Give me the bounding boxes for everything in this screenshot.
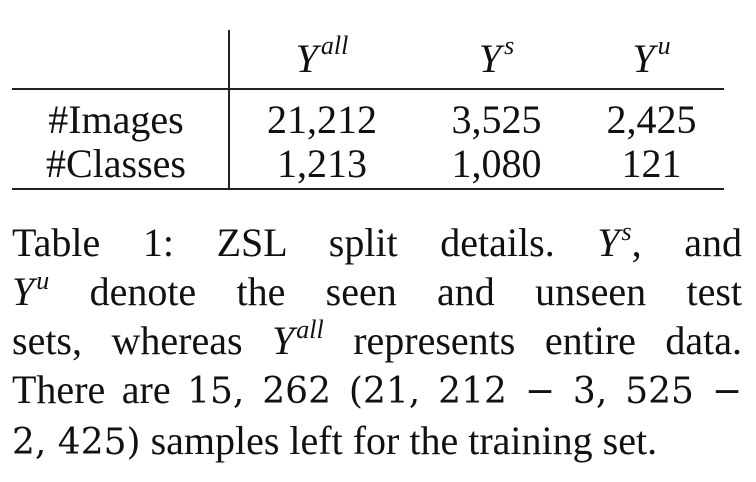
caption-text-1: denote the seen and unseen test — [89, 269, 743, 314]
caption-text-3: represents entire data. — [353, 318, 742, 363]
caption-title: ZSL split details. — [216, 220, 555, 265]
cell-classes-unseen: 121 — [579, 140, 724, 190]
cell-classes-all: 1,213 — [228, 140, 414, 190]
caption-y-s-sup: s — [621, 217, 632, 246]
header-y-u-base: Y — [632, 36, 655, 81]
table-caption: Table 1: ZSL split details. Ys, and Yu d… — [12, 218, 742, 467]
caption-text-5: samples left for the training set. — [150, 418, 658, 463]
header-y-all-base: Y — [295, 36, 318, 81]
caption-label: Table 1: — [12, 220, 174, 265]
table-row: #Images 21,212 3,525 2,425 — [12, 88, 724, 140]
header-empty-cell — [12, 30, 229, 89]
header-y-s-base: Y — [478, 36, 502, 81]
cell-classes-seen: 1,080 — [414, 140, 579, 190]
caption-text-4: There are — [12, 367, 171, 412]
caption-y-u-sup: u — [36, 266, 50, 295]
caption-y-u: Yu — [12, 266, 50, 315]
row-label-images: #Images — [12, 88, 229, 140]
caption-math-1: 15, 262 (21, 212 − 3, 525 − — [187, 371, 743, 412]
caption-line-3: sets, whereas Yall represents entire dat… — [12, 316, 742, 365]
caption-y-u-base: Y — [12, 269, 35, 314]
caption-line-4: There are 15, 262 (21, 212 − 3, 525 − — [12, 365, 742, 416]
header-y-s-sup: s — [504, 31, 515, 60]
caption-y-all-base: Y — [272, 318, 295, 363]
caption-y-all: Yall — [272, 315, 324, 364]
caption-line-2: Yu denote the seen and unseen test — [12, 267, 742, 316]
caption-y-all-sup: all — [296, 315, 324, 344]
caption-line-5: 2, 425) samples left for the training se… — [12, 416, 742, 467]
cell-images-all: 21,212 — [228, 88, 414, 140]
caption-y-s: Ys — [597, 217, 632, 266]
cell-images-seen: 3,525 — [414, 88, 579, 140]
header-y-u-sup: u — [657, 31, 671, 60]
caption-line-1: Table 1: ZSL split details. Ys, and — [12, 218, 742, 267]
table-row: #Classes 1,213 1,080 121 — [12, 140, 724, 190]
caption-y-s-base: Y — [597, 220, 620, 265]
row-label-classes: #Classes — [12, 140, 229, 190]
caption-math-2: 2, 425) — [12, 422, 141, 463]
caption-text-2: sets, whereas — [12, 318, 243, 363]
caption-and: , and — [631, 220, 743, 265]
header-y-all-sup: all — [320, 31, 349, 60]
cell-images-unseen: 2,425 — [579, 88, 724, 140]
